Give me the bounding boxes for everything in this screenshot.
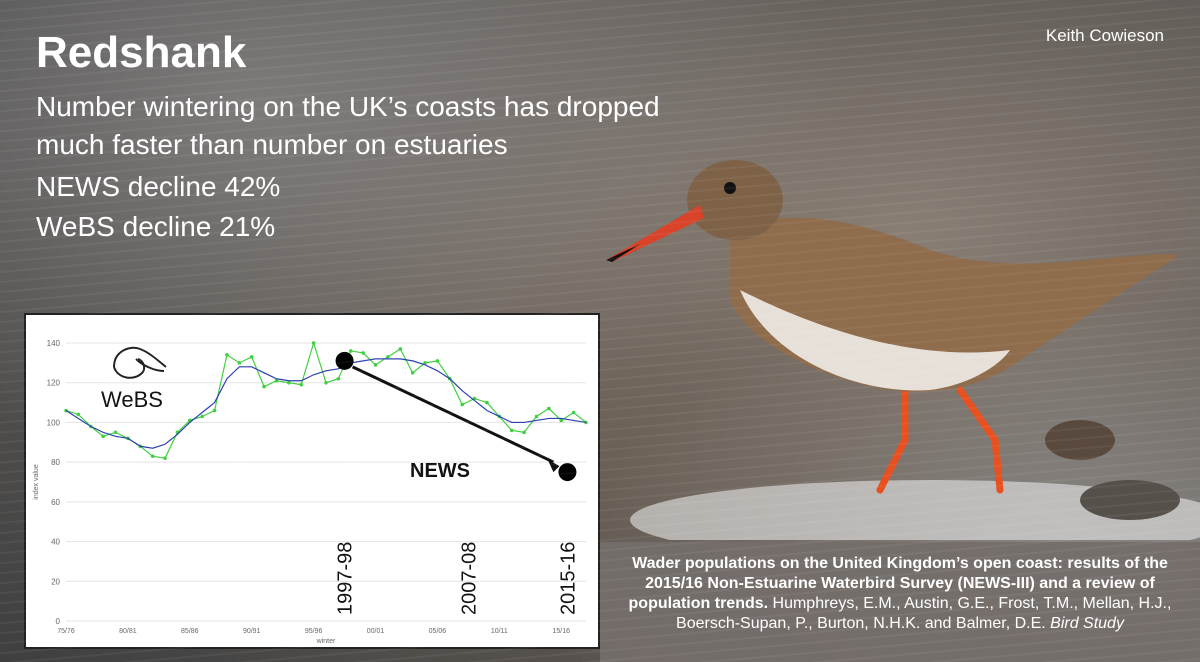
slide-title: Redshank xyxy=(36,28,247,77)
series-point xyxy=(361,351,365,355)
series-point xyxy=(200,414,204,419)
trend-chart-panel: 0 20 40 60 80 100 120 140 75/76 80/81 85/86 90/91 95… xyxy=(24,313,600,649)
series-point xyxy=(336,376,341,381)
series-point xyxy=(101,434,105,439)
citation-journal: Bird Study xyxy=(1050,615,1124,632)
series-point xyxy=(262,384,266,389)
series-point xyxy=(150,454,155,458)
series-point xyxy=(534,414,539,419)
citation-authors: Humphreys, E.M., Austin, G.E., Frost, T.… xyxy=(676,595,1172,632)
y-tick-label: 40 xyxy=(51,538,60,547)
y-tick-label: 120 xyxy=(47,379,61,388)
x-tick-label: 90/91 xyxy=(243,628,261,635)
series-point xyxy=(410,370,415,375)
series-point xyxy=(287,380,291,385)
webs-logo-stroke xyxy=(135,358,165,372)
x-tick-label: 75/76 xyxy=(57,628,75,635)
series-point xyxy=(249,355,254,359)
news-survey-year: 2007-08 xyxy=(458,542,480,615)
y-tick-label: 140 xyxy=(47,339,61,348)
x-tick-label: 00/01 xyxy=(367,628,385,635)
series-point xyxy=(348,349,353,353)
series-point xyxy=(460,402,464,407)
y-tick-label: 80 xyxy=(51,458,60,467)
y-tick-label: 100 xyxy=(47,418,61,427)
series-point xyxy=(113,430,118,435)
series-point xyxy=(324,380,328,385)
x-tick-label: 10/11 xyxy=(491,628,508,635)
series-point xyxy=(547,406,551,411)
subtitle-line: much faster than number on estuaries xyxy=(36,129,508,160)
series-point xyxy=(274,378,279,383)
series-point xyxy=(175,430,180,435)
series-point xyxy=(126,436,130,441)
y-tick-label: 60 xyxy=(51,498,60,507)
series-point xyxy=(64,408,68,413)
series-point xyxy=(584,420,588,425)
news-arrow-head xyxy=(547,459,560,473)
series-point xyxy=(88,424,93,429)
series-point xyxy=(497,414,502,419)
trend-chart: 0 20 40 60 80 100 120 140 75/76 80/81 85/86 90/91 95… xyxy=(33,339,588,645)
x-tick-label: 80/81 xyxy=(119,628,137,635)
series-point xyxy=(398,347,403,351)
series-point xyxy=(138,444,143,449)
x-tick-label: 05/06 xyxy=(429,628,447,635)
x-axis-label: winter xyxy=(316,638,336,645)
x-tick-label: 15/16 xyxy=(552,628,570,635)
photo-credit: Keith Cowieson xyxy=(1045,26,1164,45)
news-survey-year: 1997-98 xyxy=(335,542,357,615)
webs-decline-text: WeBS decline 21% xyxy=(36,211,276,242)
series-point xyxy=(373,363,378,367)
series-point xyxy=(311,341,316,345)
redshank-photo xyxy=(606,160,1200,540)
news-label: NEWS xyxy=(410,460,470,482)
x-tick-label: 85/86 xyxy=(181,628,199,635)
series-line-1 xyxy=(65,358,587,449)
series-point xyxy=(386,355,390,359)
series-point xyxy=(559,418,564,423)
series-point xyxy=(225,353,229,357)
series-point xyxy=(76,412,81,417)
series-point xyxy=(188,418,192,423)
series-point xyxy=(485,400,489,405)
series-point xyxy=(522,430,526,435)
series-point xyxy=(237,361,242,365)
series-point xyxy=(435,359,440,363)
series-point xyxy=(472,396,477,401)
news-decline-text: NEWS decline 42% xyxy=(36,171,281,202)
webs-logo xyxy=(113,346,167,379)
series-line-0 xyxy=(65,340,587,459)
x-tick-label: 95/96 xyxy=(305,628,323,635)
series-point xyxy=(299,382,304,387)
citation-title: Wader populations on the United Kingdom’… xyxy=(628,555,1168,612)
series-point xyxy=(448,376,452,381)
citation-panel: Wader populations on the United Kingdom’… xyxy=(600,542,1200,662)
news-point xyxy=(558,463,577,482)
series-point xyxy=(571,410,576,415)
webs-logo-stroke xyxy=(113,346,167,368)
news-trend-arrow xyxy=(351,365,555,464)
news-survey-year: 2015-16 xyxy=(557,542,579,615)
y-tick-label: 0 xyxy=(56,617,61,626)
webs-logo-stroke xyxy=(113,358,146,379)
subtitle-line: Number wintering on the UK’s coasts has … xyxy=(36,91,660,122)
series-point xyxy=(423,361,427,365)
y-axis-label: index value xyxy=(33,464,40,500)
series-point xyxy=(509,428,514,433)
y-tick-label: 20 xyxy=(51,577,60,586)
news-point xyxy=(335,351,354,370)
webs-logo-text: WeBS xyxy=(101,387,163,412)
series-point xyxy=(163,456,167,460)
series-point xyxy=(212,408,217,413)
